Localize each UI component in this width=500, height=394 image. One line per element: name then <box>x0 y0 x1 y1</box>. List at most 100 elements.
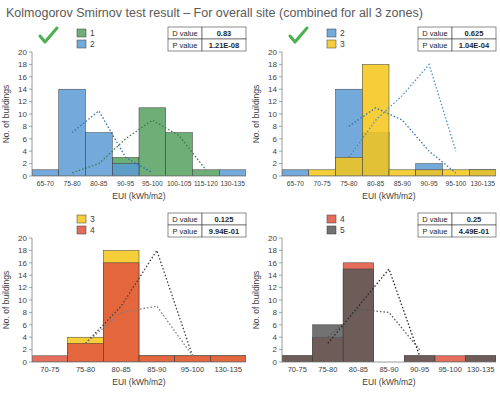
x-tick-label: 85-90 <box>147 365 166 374</box>
stats-cell <box>418 27 452 39</box>
y-tick-label: 16 <box>18 259 27 268</box>
y-tick <box>29 126 32 127</box>
y-tick <box>29 101 32 102</box>
plot-area <box>282 263 496 362</box>
x-tick-label: 95-100 <box>445 180 466 187</box>
stats-cell <box>168 213 202 225</box>
y-tick-label: 20 <box>18 48 27 57</box>
y-tick-label: 10 <box>268 296 277 305</box>
y-tick <box>29 138 32 139</box>
y-tick <box>29 151 32 152</box>
y-tick-label: 14 <box>18 271 27 280</box>
legend-swatch <box>327 215 336 223</box>
legend-label: 4 <box>90 225 95 235</box>
y-tick <box>29 362 32 363</box>
y-tick <box>279 52 282 53</box>
x-tick-label: 70-75 <box>314 180 331 187</box>
bar <box>435 356 466 362</box>
legend-label: 2 <box>340 28 345 38</box>
y-tick-label: 10 <box>268 110 277 119</box>
bar <box>32 356 68 362</box>
x-axis <box>32 362 246 363</box>
bar <box>416 164 443 176</box>
trend-line <box>349 64 456 157</box>
x-tick-label: 95-100 <box>142 180 163 187</box>
check-mark <box>290 28 307 42</box>
bar <box>139 356 175 362</box>
bar <box>210 356 246 362</box>
plot-area <box>282 64 496 176</box>
stats-name: P value <box>173 41 198 50</box>
legend-swatch <box>327 226 336 234</box>
x-axis <box>32 176 246 177</box>
stats-cell <box>202 213 246 225</box>
x-tick-label: 75-80 <box>64 180 81 187</box>
bar <box>59 89 86 176</box>
y-tick <box>279 176 282 177</box>
y-tick-label: 2 <box>23 159 28 168</box>
y-tick <box>29 89 32 90</box>
y-tick <box>279 324 282 325</box>
y-tick <box>279 126 282 127</box>
stats-cell <box>168 27 202 39</box>
stats-value: 0.125 <box>215 215 234 224</box>
bar <box>139 356 175 362</box>
x-axis-title: EUI (kWh/m2) <box>112 191 166 201</box>
x-tick-label: 85-90 <box>379 365 398 374</box>
bar <box>32 170 59 176</box>
plot-area <box>32 89 246 176</box>
stats-cell <box>202 27 246 39</box>
y-tick-label: 6 <box>23 135 28 144</box>
x-tick-label: 115-120 <box>194 180 218 187</box>
bar <box>404 356 435 362</box>
bar <box>336 89 363 176</box>
stats-cell <box>168 225 202 237</box>
y-tick-label: 18 <box>18 60 27 69</box>
y-tick-label: 14 <box>268 271 277 280</box>
x-tick-label: 100-105 <box>167 180 192 187</box>
x-tick-label: 80-85 <box>112 365 131 374</box>
y-tick-label: 18 <box>268 246 277 255</box>
legend-swatch <box>77 40 86 48</box>
y-tick-label: 20 <box>268 234 277 243</box>
y-tick-label: 10 <box>18 110 27 119</box>
y-tick <box>29 76 32 77</box>
x-axis-title: EUI (kWh/m2) <box>362 191 416 201</box>
bar <box>219 170 246 176</box>
y-tick-label: 4 <box>23 333 28 342</box>
stats-value: 9.94E-01 <box>209 227 239 236</box>
trend-line <box>72 120 206 173</box>
y-tick <box>29 176 32 177</box>
y-tick <box>29 300 32 301</box>
bar <box>282 356 313 362</box>
y-tick-label: 16 <box>18 73 27 82</box>
x-tick-label: 65-70 <box>37 180 54 187</box>
stats-cell <box>452 39 496 51</box>
legend-swatch <box>77 215 86 223</box>
y-tick-label: 6 <box>273 135 278 144</box>
bar <box>103 250 139 362</box>
legend-swatch <box>327 29 336 37</box>
trend-line <box>328 309 420 349</box>
x-tick-label: 75-80 <box>340 180 357 187</box>
y-tick-label: 14 <box>268 85 277 94</box>
trend-line <box>86 306 193 356</box>
bar <box>210 356 246 362</box>
y-axis <box>32 52 33 176</box>
y-tick <box>279 151 282 152</box>
x-tick-label: 80-85 <box>90 180 107 187</box>
y-tick-label: 12 <box>268 97 277 106</box>
y-tick <box>29 337 32 338</box>
y-tick-label: 4 <box>23 147 28 156</box>
y-tick-label: 20 <box>18 234 27 243</box>
stats-cell <box>452 213 496 225</box>
stats-name: D value <box>172 215 197 224</box>
y-tick <box>279 312 282 313</box>
y-tick-label: 0 <box>273 358 278 367</box>
bar <box>86 133 113 176</box>
x-axis-title: EUI (kWh/m2) <box>112 377 166 387</box>
x-tick-label: 95-100 <box>181 365 204 374</box>
y-tick-label: 4 <box>273 147 278 156</box>
y-tick <box>29 238 32 239</box>
y-tick-label: 8 <box>23 308 28 317</box>
